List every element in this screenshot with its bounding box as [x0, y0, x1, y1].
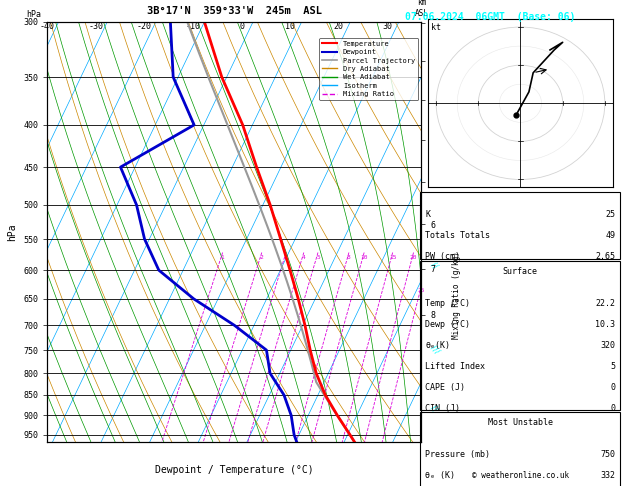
Text: © weatheronline.co.uk: © weatheronline.co.uk [472, 471, 569, 480]
Text: //: // [429, 403, 440, 414]
Y-axis label: hPa: hPa [8, 223, 18, 241]
Text: K: K [425, 210, 430, 219]
Text: -30: -30 [88, 22, 103, 31]
Text: 15: 15 [389, 255, 396, 260]
Text: //: // [429, 101, 440, 111]
Text: LCL: LCL [429, 78, 443, 87]
Text: 3: 3 [284, 255, 288, 260]
Text: 25: 25 [418, 288, 425, 293]
Text: 30: 30 [382, 22, 392, 31]
Text: 4: 4 [302, 255, 306, 260]
Text: 10.3: 10.3 [595, 320, 615, 329]
Text: θₑ (K): θₑ (K) [425, 471, 455, 480]
Text: 750: 750 [600, 451, 615, 459]
Text: 20: 20 [334, 22, 344, 31]
Text: 1: 1 [221, 255, 225, 260]
Text: 0: 0 [239, 22, 244, 31]
Text: Dewpoint / Temperature (°C): Dewpoint / Temperature (°C) [155, 466, 314, 475]
Text: θₑ(K): θₑ(K) [425, 341, 450, 350]
Text: -40: -40 [40, 22, 55, 31]
Text: 49: 49 [605, 231, 615, 240]
Text: hPa: hPa [26, 10, 41, 19]
Text: 8: 8 [347, 255, 351, 260]
Text: 07.06.2024  06GMT  (Base: 06): 07.06.2024 06GMT (Base: 06) [406, 12, 576, 22]
Text: Lifted Index: Lifted Index [425, 362, 485, 371]
Text: 332: 332 [600, 471, 615, 480]
Text: Pressure (mb): Pressure (mb) [425, 451, 490, 459]
Text: PW (cm): PW (cm) [425, 252, 460, 261]
Text: Surface: Surface [503, 267, 538, 276]
Text: CAPE (J): CAPE (J) [425, 383, 465, 392]
Text: -20: -20 [137, 22, 152, 31]
Legend: Temperature, Dewpoint, Parcel Trajectory, Dry Adiabat, Wet Adiabat, Isotherm, Mi: Temperature, Dewpoint, Parcel Trajectory… [320, 38, 418, 100]
Text: ///: /// [429, 37, 442, 49]
Text: Totals Totals: Totals Totals [425, 231, 490, 240]
Text: 20: 20 [409, 255, 417, 260]
Text: Dewp (°C): Dewp (°C) [425, 320, 470, 329]
Text: Most Unstable: Most Unstable [487, 418, 553, 427]
Text: ///: /// [429, 344, 442, 356]
Text: 2.65: 2.65 [595, 252, 615, 261]
Text: CIN (J): CIN (J) [425, 404, 460, 413]
Text: //: // [429, 260, 440, 271]
Text: -10: -10 [186, 22, 201, 31]
Text: 0: 0 [610, 383, 615, 392]
Text: 5: 5 [610, 362, 615, 371]
Text: 22.2: 22.2 [595, 299, 615, 308]
Text: 25: 25 [605, 210, 615, 219]
Text: 10: 10 [360, 255, 368, 260]
Text: 0: 0 [610, 404, 615, 413]
Text: 320: 320 [600, 341, 615, 350]
Text: Temp (°C): Temp (°C) [425, 299, 470, 308]
Text: ///: /// [429, 175, 442, 188]
Text: 5: 5 [316, 255, 320, 260]
Text: Mixing Ratio (g/kg): Mixing Ratio (g/kg) [452, 251, 460, 339]
Text: 3B°17'N  359°33'W  245m  ASL: 3B°17'N 359°33'W 245m ASL [147, 5, 322, 16]
Text: 10: 10 [285, 22, 295, 31]
Text: kt: kt [431, 23, 442, 32]
Text: km
ASL: km ASL [415, 0, 428, 17]
Text: 2: 2 [260, 255, 264, 260]
